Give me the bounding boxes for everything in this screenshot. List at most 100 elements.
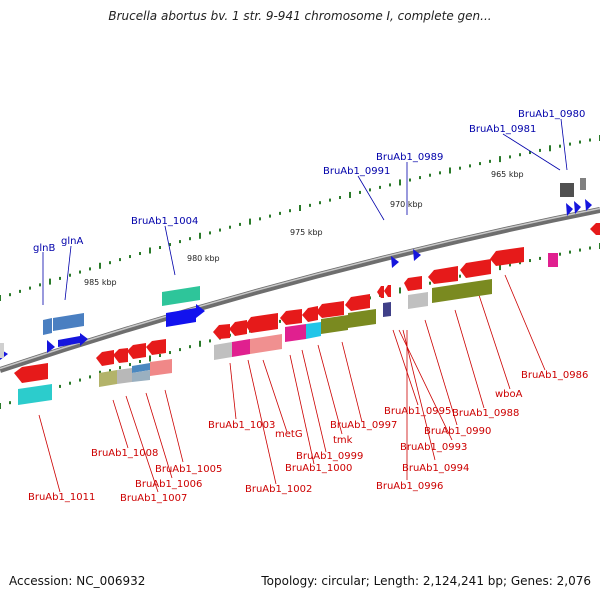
gene-arrow-1008[interactable]	[96, 350, 114, 366]
gene-box-0981[interactable]	[560, 183, 574, 197]
gene-box-1002-magenta[interactable]	[232, 339, 250, 357]
gene-arrow-1000[interactable]	[280, 309, 302, 325]
scale-dot	[479, 162, 481, 166]
gene-label-bruab1-1002[interactable]: BruAb1_1002	[245, 484, 312, 495]
scale-dot	[239, 222, 241, 226]
gene-label-bruab1-1004[interactable]: BruAb1_1004	[131, 216, 198, 227]
gene-label-bruab1-1007[interactable]: BruAb1_1007	[120, 493, 187, 504]
page-title: Brucella abortus bv. 1 str. 9-941 chromo…	[108, 9, 492, 23]
scale-dot	[569, 142, 571, 146]
scale-dot	[159, 246, 161, 250]
gene-label-metg[interactable]: metG	[275, 429, 303, 440]
scale-dot	[189, 345, 191, 349]
gene-arrow-0995[interactable]	[384, 285, 391, 297]
gene-arrow-1004[interactable]	[166, 304, 205, 327]
gene-label-tmk[interactable]: tmk	[333, 435, 353, 446]
gene-box-0999-cyan[interactable]	[306, 322, 321, 339]
scale-dot	[169, 243, 171, 247]
gene-label-bruab1-0995[interactable]: BruAb1_0995	[384, 406, 451, 417]
gene-label-bruab1-1008[interactable]: BruAb1_1008	[91, 448, 158, 459]
gene-box-0998-olive[interactable]	[321, 315, 348, 334]
gene-arrow-0991[interactable]	[391, 256, 399, 268]
gene-arrow-1005[interactable]	[146, 339, 166, 355]
scale-dot	[459, 274, 461, 278]
gene-box-0985-magenta[interactable]	[548, 253, 558, 267]
gene-arrow-0982[interactable]	[590, 223, 600, 235]
gene-box-0994-navy[interactable]	[383, 302, 391, 317]
position-ticks: 985 kbp 980 kbp 975 kbp 970 kbp 965 kbp	[84, 170, 524, 287]
plus-strand-genes	[0, 178, 592, 360]
gene-arrow-0989[interactable]	[413, 249, 421, 261]
scale-dot	[529, 151, 531, 155]
scale-dot	[9, 293, 11, 297]
gene-box-1001-pink[interactable]	[250, 334, 282, 354]
gene-label-bruab1-0981[interactable]: BruAb1_0981	[469, 124, 536, 135]
gene-box-0988-olive[interactable]	[465, 279, 492, 298]
scale-dot	[179, 348, 181, 352]
gene-box-1007-gray[interactable]	[117, 368, 132, 384]
gene-box-0993-gray[interactable]	[408, 292, 428, 309]
gene-box-0997-olive[interactable]	[348, 309, 376, 328]
scale-dot	[359, 190, 361, 194]
gene-label-bruab1-1005[interactable]: BruAb1_1005	[155, 464, 222, 475]
gene-arrow-1001[interactable]	[245, 313, 278, 333]
gene-arrow-glnA-lower[interactable]	[58, 333, 88, 347]
gene-arrow-0981[interactable]	[566, 203, 573, 216]
gene-label-glnb[interactable]: glnB	[33, 243, 55, 254]
scale-dot	[109, 369, 111, 373]
gene-label-bruab1-0993[interactable]: BruAb1_0993	[400, 442, 467, 453]
gene-box-0990-olive[interactable]	[432, 283, 465, 303]
gene-arrow-1003[interactable]	[213, 324, 230, 339]
gene-arrow-1006[interactable]	[127, 343, 146, 359]
gene-box-1008-olive[interactable]	[99, 370, 117, 387]
gene-label-bruab1-0990[interactable]: BruAb1_0990	[424, 426, 491, 437]
scale-dot	[539, 256, 541, 260]
gene-box-0980[interactable]	[580, 178, 586, 190]
gene-arrow-0990[interactable]	[428, 266, 458, 284]
gene-arrow-0998[interactable]	[316, 301, 344, 318]
gene-arrow-0993[interactable]	[404, 276, 422, 291]
gene-arrow-1011[interactable]	[14, 363, 48, 383]
gene-label-bruab1-0980[interactable]: BruAb1_0980	[518, 109, 585, 120]
scale-dot	[79, 270, 81, 274]
gene-label-bruab1-1006[interactable]: BruAb1_1006	[135, 479, 202, 490]
scale-dot	[199, 340, 201, 347]
gene-arrow-1004-teal[interactable]	[162, 286, 200, 306]
gene-arrow-0986[interactable]	[490, 247, 524, 266]
gene-arrow-0999[interactable]	[302, 306, 318, 322]
gene-arrow-glnA[interactable]	[53, 313, 84, 331]
gene-label-bruab1-0988[interactable]: BruAb1_0988	[452, 408, 519, 419]
gene-arrow-edge-plus[interactable]	[585, 199, 592, 211]
scale-dot	[519, 261, 521, 265]
gene-box-1003-gray[interactable]	[214, 342, 232, 360]
gene-label-bruab1-0996[interactable]: BruAb1_0996	[376, 481, 443, 492]
gene-arrow-small-plus-left[interactable]	[47, 340, 55, 353]
gene-arrow-1007[interactable]	[113, 348, 128, 363]
scale-dot	[69, 381, 71, 385]
gene-label-bruab1-0997[interactable]: BruAb1_0997	[330, 420, 397, 431]
gene-box-1006-gray[interactable]	[132, 370, 150, 382]
gene-label-bruab1-0994[interactable]: BruAb1_0994	[402, 463, 469, 474]
gene-label-glna[interactable]: glnA	[61, 236, 83, 247]
gene-label-bruab1-1000[interactable]: BruAb1_1000	[285, 463, 352, 474]
gene-label-bruab1-0999[interactable]: BruAb1_0999	[296, 451, 363, 462]
gene-label-bruab1-1011[interactable]: BruAb1_1011	[28, 492, 95, 503]
gene-box-1000-magenta[interactable]	[285, 324, 306, 342]
gene-arrow-0996[interactable]	[377, 286, 384, 298]
gene-arrow-0980[interactable]	[574, 201, 581, 214]
gene-box-1005-pink[interactable]	[150, 359, 172, 376]
scale-dot	[309, 203, 311, 207]
gene-box-1011-cyan[interactable]	[18, 384, 52, 405]
gene-label-wboa[interactable]: wboA	[495, 389, 523, 400]
gene-box-1006-blue[interactable]	[132, 363, 150, 373]
gene-label-bruab1-1003[interactable]: BruAb1_1003	[208, 420, 275, 431]
gene-label-bruab1-0991[interactable]: BruAb1_0991	[323, 166, 390, 177]
gene-label-bruab1-0986[interactable]: BruAb1_0986	[521, 370, 588, 381]
gene-arrow-glnB[interactable]	[43, 318, 52, 335]
gene-label-bruab1-0989[interactable]: BruAb1_0989	[376, 152, 443, 163]
gene-arrow-0997[interactable]	[345, 294, 370, 311]
scale-dot	[399, 287, 401, 294]
gene-arrow-0988[interactable]	[460, 259, 491, 278]
gene-arrow-1002[interactable]	[229, 320, 247, 336]
gene-box-far-left[interactable]	[0, 343, 4, 358]
